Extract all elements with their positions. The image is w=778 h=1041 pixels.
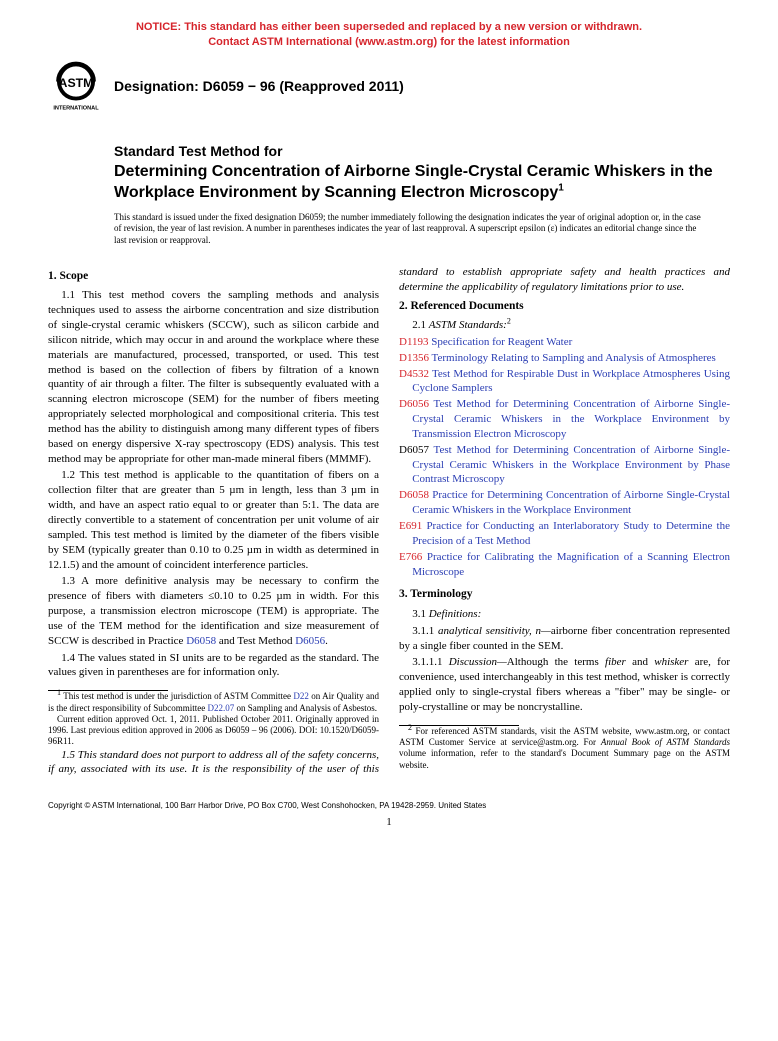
footnote-block-left: 1 This test method is under the jurisdic…: [48, 690, 379, 747]
para-1-3-end: .: [325, 635, 328, 647]
section-head-refs: 2. Referenced Documents: [399, 299, 730, 315]
para-3-1-def: Definitions:: [429, 608, 482, 620]
ref-item: E691 Practice for Conducting an Interlab…: [399, 519, 730, 549]
footnotes-left: 1 This test method is under the jurisdic…: [48, 691, 379, 747]
para-3-1-1-1-num: 3.1.1.1: [412, 656, 449, 668]
para-3-1: 3.1 Definitions:: [399, 607, 730, 622]
para-1-4: 1.4 The values stated in SI units are to…: [48, 651, 379, 681]
notice-banner: NOTICE: This standard has either been su…: [48, 20, 730, 50]
refs-sub-num: 2.1: [412, 319, 429, 331]
ref-text[interactable]: Test Method for Determining Concentratio…: [412, 444, 730, 486]
footnote-1-p2: Current edition approved Oct. 1, 2011. P…: [48, 714, 379, 748]
ref-item: E766 Practice for Calibrating the Magnif…: [399, 550, 730, 580]
designation: Designation: D6059 − 96 (Reapproved 2011…: [114, 78, 404, 94]
disc-whisker: whisker: [654, 656, 688, 668]
notice-line-1: NOTICE: This standard has either been su…: [136, 21, 642, 33]
footnote-1: 1 This test method is under the jurisdic…: [48, 691, 379, 714]
link-committee-d22[interactable]: D22: [293, 691, 309, 701]
title-main-text: Determining Concentration of Airborne Si…: [114, 163, 713, 202]
ref-text[interactable]: Specification for Reagent Water: [431, 336, 572, 348]
ref-item: D4532 Test Method for Respirable Dust in…: [399, 367, 730, 397]
para-1-3: 1.3 A more definitive analysis may be ne…: [48, 574, 379, 648]
ref-text[interactable]: Terminology Relating to Sampling and Ana…: [432, 352, 716, 364]
ref-id-d1356[interactable]: D1356: [399, 352, 429, 364]
para-3-1-num: 3.1: [412, 608, 429, 620]
footnote-1-c: on Sampling and Analysis of Asbestos.: [234, 703, 377, 713]
footnote-1-a: This test method is under the jurisdicti…: [61, 691, 293, 701]
para-3-1-1: 3.1.1 analytical sensitivity, n—airborne…: [399, 624, 730, 654]
para-1-2: 1.2 This test method is applicable to th…: [48, 468, 379, 572]
title-superscript: 1: [558, 183, 564, 194]
footnote-2-ital: Annual Book of ASTM Standards: [601, 737, 730, 747]
ref-id-d6056[interactable]: D6056: [399, 398, 429, 410]
refs-sub-sup: 2: [507, 316, 511, 325]
ref-text[interactable]: Test Method for Respirable Dust in Workp…: [412, 368, 730, 395]
refs-sub-label: ASTM Standards:: [429, 319, 507, 331]
section-head-scope: 1. Scope: [48, 269, 379, 285]
ref-item: D1193 Specification for Reagent Water: [399, 335, 730, 350]
ref-item: D1356 Terminology Relating to Sampling a…: [399, 351, 730, 366]
ref-id-e766[interactable]: E766: [399, 551, 422, 563]
ref-text[interactable]: Practice for Determining Concentration o…: [412, 489, 730, 516]
ref-id-d6057: D6057: [399, 444, 429, 456]
ref-text[interactable]: Practice for Calibrating the Magnificati…: [412, 551, 730, 578]
ref-item: D6056 Test Method for Determining Concen…: [399, 397, 730, 442]
ref-id-e691[interactable]: E691: [399, 520, 422, 532]
link-subcommittee-d22-07[interactable]: D22.07: [207, 703, 234, 713]
header-row: ASTM INTERNATIONAL Designation: D6059 − …: [48, 58, 730, 114]
main-title: Standard Test Method for Determining Con…: [114, 142, 730, 204]
page-number: 1: [48, 816, 730, 828]
title-pre: Standard Test Method for: [114, 142, 730, 161]
issuance-note: This standard is issued under the fixed …: [114, 212, 710, 247]
footnote-2-b: volume information, refer to the standar…: [399, 748, 730, 769]
refs-subhead: 2.1 ASTM Standards:2: [399, 318, 730, 333]
notice-line-2: Contact ASTM International (www.astm.org…: [208, 36, 570, 48]
svg-text:INTERNATIONAL: INTERNATIONAL: [53, 105, 99, 111]
ref-text[interactable]: Practice for Conducting an Interlaborato…: [412, 520, 730, 547]
para-1-1: 1.1 This test method covers the sampling…: [48, 288, 379, 466]
para-3-1-1-num: 3.1.1: [412, 625, 438, 637]
ref-item: D6057 Test Method for Determining Concen…: [399, 443, 730, 488]
para-3-1-1-term: analytical sensitivity, n—: [438, 625, 551, 637]
copyright: Copyright © ASTM International, 100 Barr…: [48, 801, 730, 810]
para-3-1-1-1: 3.1.1.1 Discussion—Although the terms fi…: [399, 655, 730, 714]
page: NOTICE: This standard has either been su…: [0, 0, 778, 848]
astm-logo-icon: ASTM INTERNATIONAL: [48, 58, 104, 114]
svg-text:ASTM: ASTM: [59, 76, 94, 90]
refs-list: D1193 Specification for Reagent Water D1…: [399, 335, 730, 580]
designation-prefix: Designation:: [114, 78, 203, 94]
disc-fiber: fiber: [605, 656, 626, 668]
link-d6058[interactable]: D6058: [186, 635, 216, 647]
discussion-label: Discussion—: [449, 656, 507, 668]
para-1-3-mid: and Test Method: [216, 635, 295, 647]
ref-id-d4532[interactable]: D4532: [399, 368, 429, 380]
title-main: Determining Concentration of Airborne Si…: [114, 161, 730, 204]
footnote-block-right: 2 For referenced ASTM standards, visit t…: [399, 725, 730, 771]
ref-id-d1193[interactable]: D1193: [399, 336, 429, 348]
section-head-terminology: 3. Terminology: [399, 587, 730, 603]
disc-a: Although the terms: [507, 656, 605, 668]
ref-text[interactable]: Test Method for Determining Concentratio…: [412, 398, 730, 440]
ref-item: D6058 Practice for Determining Concentra…: [399, 488, 730, 518]
disc-b: and: [626, 656, 654, 668]
footnote-2: 2 For referenced ASTM standards, visit t…: [399, 726, 730, 771]
ref-id-d6058[interactable]: D6058: [399, 489, 429, 501]
body-columns: 1. Scope 1.1 This test method covers the…: [48, 265, 730, 777]
designation-code: D6059 − 96 (Reapproved 2011): [203, 78, 404, 94]
link-d6056[interactable]: D6056: [295, 635, 325, 647]
footnotes-right: 2 For referenced ASTM standards, visit t…: [399, 726, 730, 771]
